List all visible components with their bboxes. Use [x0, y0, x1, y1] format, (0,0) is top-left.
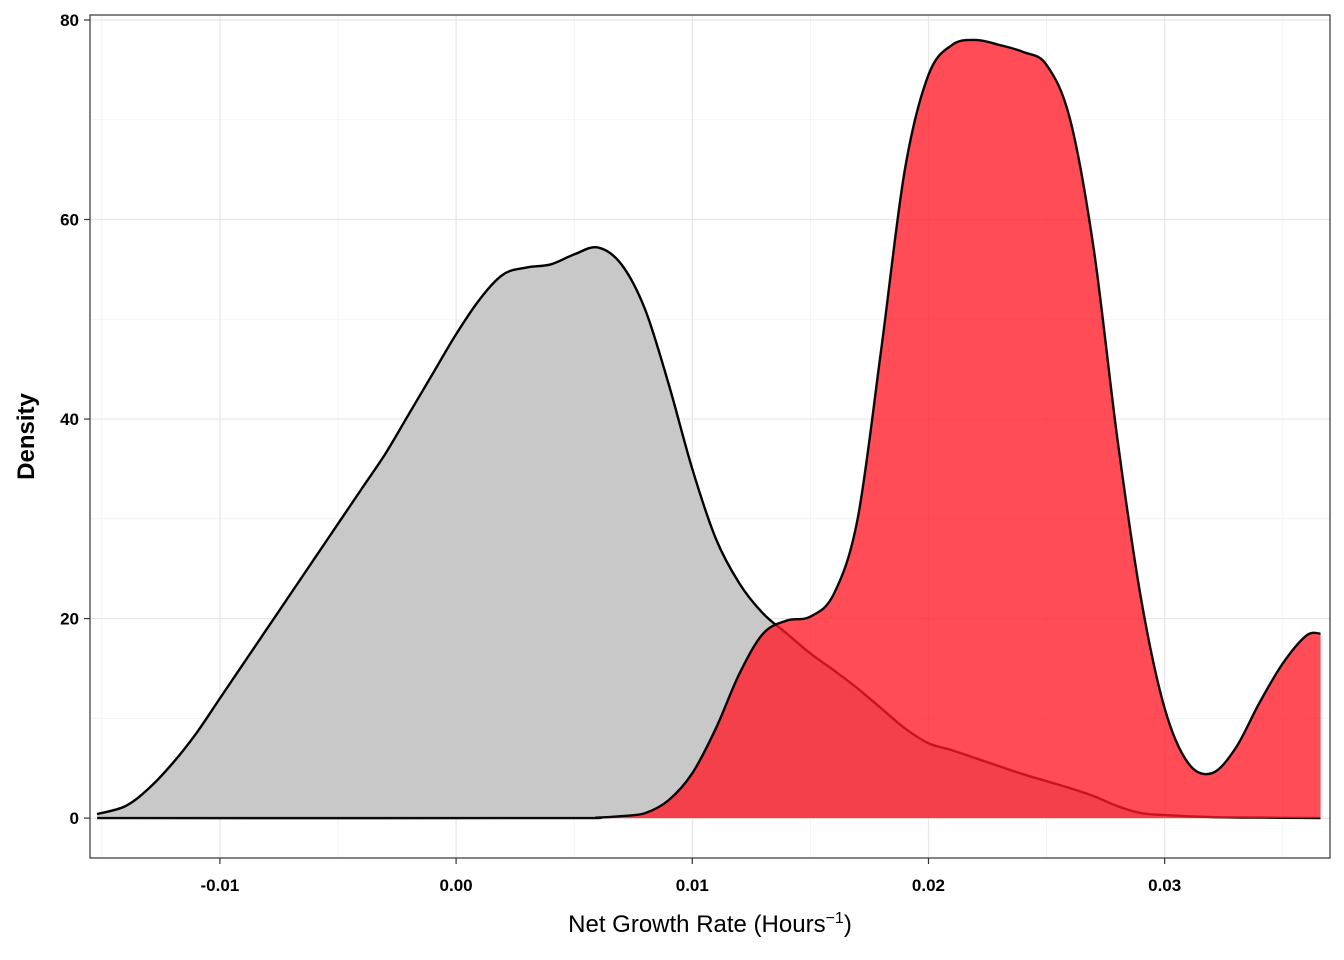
y-tick-label: 80: [60, 11, 79, 30]
y-tick-label: 60: [60, 211, 79, 230]
x-axis-title-superscript: −1: [826, 910, 844, 927]
x-tick-label: 0.00: [440, 876, 473, 895]
density-areas: [96, 38, 1321, 820]
plot-panel-border: [89, 14, 1331, 859]
x-axis-title-suffix: ): [844, 911, 852, 938]
density-curve-2: [97, 38, 1321, 820]
y-axis: 0 20 40 60 80: [60, 11, 90, 828]
y-tick-label: 0: [70, 809, 79, 828]
y-tick-label: 20: [60, 610, 79, 629]
density-area-fill-1: [97, 247, 1321, 819]
x-tick-label: 0.03: [1148, 876, 1181, 895]
x-tick-label: -0.01: [201, 876, 240, 895]
x-axis-title: Net Growth Rate (Hours−1): [568, 910, 852, 938]
x-tick-label: 0.02: [912, 876, 945, 895]
x-tick-label: 0.01: [676, 876, 709, 895]
y-axis-title: Density: [13, 393, 40, 480]
x-axis-title-main: Net Growth Rate (Hours: [568, 911, 825, 938]
density-area-fill-2: [97, 39, 1321, 819]
x-axis: -0.01 0.00 0.01 0.02 0.03: [201, 858, 1181, 895]
y-tick-label: 40: [60, 410, 79, 429]
